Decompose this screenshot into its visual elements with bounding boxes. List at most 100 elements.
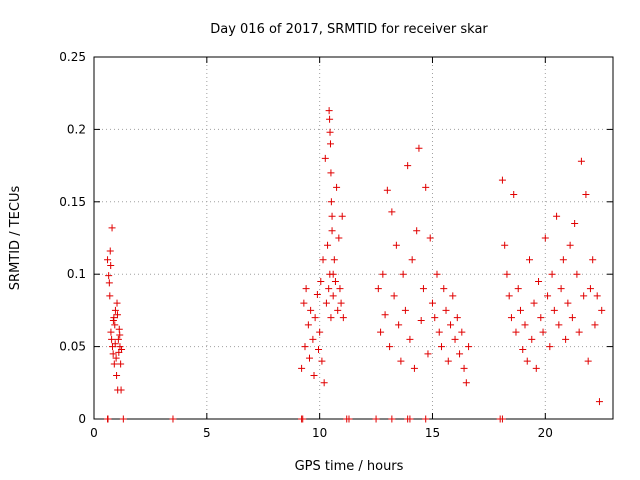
data-point [333, 183, 341, 191]
y-tick-label: 0 [78, 412, 86, 426]
data-point [539, 328, 547, 336]
data-point [107, 328, 115, 336]
data-point [501, 241, 509, 249]
data-point [331, 277, 339, 285]
data-point [460, 364, 468, 372]
y-axis-title: SRMTID / TECUs [8, 186, 23, 291]
data-point [516, 306, 524, 314]
data-point [338, 212, 346, 220]
data-point [417, 317, 425, 325]
data-point [300, 299, 308, 307]
data-point [392, 241, 400, 249]
data-point [109, 350, 117, 358]
data-point [316, 328, 324, 336]
data-point [320, 379, 328, 387]
chart-title: Day 016 of 2017, SRMTID for receiver ska… [210, 22, 488, 37]
data-point [424, 350, 432, 358]
data-point [327, 198, 335, 206]
data-point [339, 314, 347, 322]
data-point [422, 183, 430, 191]
data-point [537, 314, 545, 322]
data-point [326, 128, 334, 136]
data-point [318, 357, 326, 365]
data-point [311, 314, 319, 322]
data-point [327, 314, 335, 322]
y-tick-label: 0.25 [59, 50, 86, 64]
data-point [431, 314, 439, 322]
data-point [299, 415, 307, 423]
tick-labels: 0 5 10 15 20 0 0.05 0.1 0.15 0.2 0.25 [59, 50, 553, 440]
data-point [106, 247, 114, 255]
data-point [401, 306, 409, 314]
data-point [328, 212, 336, 220]
data-point [557, 285, 565, 293]
data-point [324, 241, 332, 249]
data-point [117, 360, 125, 368]
data-point [169, 415, 177, 423]
data-point [456, 350, 464, 358]
data-point [586, 285, 594, 293]
data-point [328, 227, 336, 235]
data-point [327, 169, 335, 177]
data-point [397, 357, 405, 365]
y-tick-label: 0.1 [67, 267, 86, 281]
data-point [317, 277, 325, 285]
data-point [322, 299, 330, 307]
data-point [116, 331, 124, 339]
data-point [440, 285, 448, 293]
data-point [116, 343, 124, 351]
data-point [410, 364, 418, 372]
data-point [302, 285, 310, 293]
data-point [462, 379, 470, 387]
data-point [546, 343, 554, 351]
x-tick-label: 20 [538, 426, 553, 440]
plot-frame [93, 56, 614, 420]
data-point [113, 372, 121, 380]
data-point [564, 299, 572, 307]
data-point [438, 343, 446, 351]
x-tick-label: 10 [312, 426, 327, 440]
data-point [108, 335, 116, 343]
data-point [453, 314, 461, 322]
data-point [310, 372, 318, 380]
data-point [337, 299, 345, 307]
data-points [104, 107, 606, 423]
data-point [433, 270, 441, 278]
data-point [112, 354, 120, 362]
data-point [113, 311, 121, 319]
data-point [559, 256, 567, 264]
data-point [399, 270, 407, 278]
data-point [435, 328, 443, 336]
data-point [321, 154, 329, 162]
data-point [111, 340, 119, 348]
data-point [404, 162, 412, 170]
data-point [562, 335, 570, 343]
data-point [498, 415, 506, 423]
data-point [304, 321, 312, 329]
data-point [104, 415, 112, 423]
data-point [379, 270, 387, 278]
data-point [415, 144, 423, 152]
data-point [530, 299, 538, 307]
data-point [451, 335, 459, 343]
data-point [381, 311, 389, 319]
data-point [111, 321, 119, 329]
data-point [305, 354, 313, 362]
data-point [106, 292, 114, 300]
data-point [571, 220, 579, 228]
data-point [330, 256, 338, 264]
data-point [298, 364, 306, 372]
data-point [591, 321, 599, 329]
data-point [105, 272, 113, 280]
data-point [528, 335, 536, 343]
x-tick-label: 15 [425, 426, 440, 440]
data-point [395, 321, 403, 329]
grid-lines [94, 57, 613, 419]
data-point [325, 107, 333, 115]
data-point [568, 314, 576, 322]
data-point [458, 328, 466, 336]
data-point [319, 256, 327, 264]
data-point [595, 398, 603, 406]
data-point [329, 270, 337, 278]
